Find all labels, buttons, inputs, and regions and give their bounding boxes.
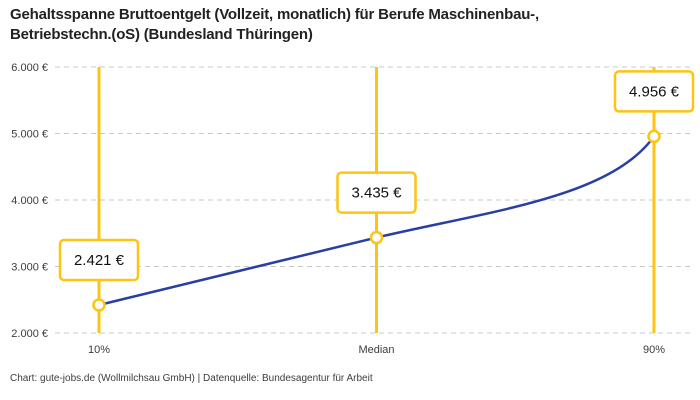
- y-axis-tick-label: 4.000 €: [11, 195, 48, 207]
- data-point-marker[interactable]: [647, 129, 661, 144]
- chart-title-line1: Gehaltsspanne Bruttoentgelt (Vollzeit, m…: [10, 6, 539, 23]
- value-label-box: [58, 238, 140, 282]
- y-axis-tick-label: 2.000 €: [11, 328, 48, 340]
- x-axis-tick-label: Median: [358, 344, 394, 356]
- x-axis-tick-label: 90%: [643, 344, 665, 356]
- y-axis-tick-label: 6.000 €: [11, 62, 48, 74]
- value-label: 4.956 €: [629, 83, 680, 100]
- x-axis-tick-label: 10%: [88, 344, 110, 356]
- salary-trend-line: [97, 135, 656, 307]
- chart-header: Gehaltsspanne Bruttoentgelt (Vollzeit, m…: [10, 5, 670, 45]
- value-label-box: [336, 171, 417, 214]
- data-point-marker[interactable]: [92, 298, 106, 312]
- value-label-box: [613, 70, 695, 113]
- y-axis-tick-label: 5.000 €: [11, 129, 48, 141]
- value-label: 3.435 €: [351, 185, 402, 202]
- chart-title-line2: Betriebstechn.(oS) (Bundesland Thüringen…: [10, 26, 313, 43]
- chart-attribution: Chart: gute-jobs.de (Wollmilchsau GmbH) …: [10, 373, 373, 384]
- y-axis-tick-label: 3.000 €: [11, 262, 48, 274]
- data-point-marker[interactable]: [369, 230, 384, 245]
- value-label: 2.421 €: [74, 252, 125, 269]
